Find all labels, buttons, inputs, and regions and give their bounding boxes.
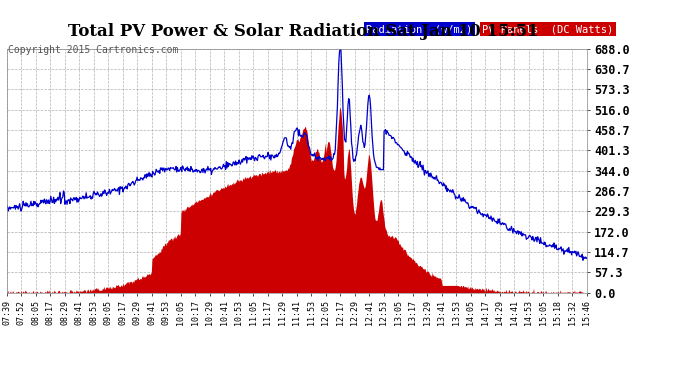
Text: Total PV Power & Solar Radiation Sat Jan 10 15:51: Total PV Power & Solar Radiation Sat Jan… — [68, 22, 539, 39]
Text: Copyright 2015 Cartronics.com: Copyright 2015 Cartronics.com — [8, 45, 179, 55]
Text: Radiation  (w/m2): Radiation (w/m2) — [366, 24, 473, 34]
Text: PV Panels  (DC Watts): PV Panels (DC Watts) — [482, 24, 613, 34]
